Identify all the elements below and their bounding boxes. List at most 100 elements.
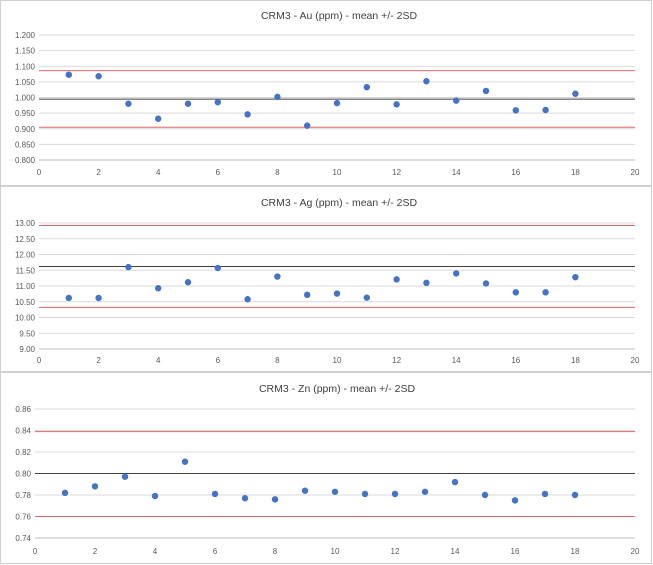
zn-chart-title: CRM3 - Zn (ppm) - mean +/- 2SD bbox=[259, 383, 415, 395]
ag-data-point bbox=[542, 289, 549, 296]
au-data-point bbox=[482, 87, 490, 95]
zn-y-tick-label: 0.76 bbox=[15, 513, 31, 522]
zn-data-point bbox=[541, 490, 549, 498]
zn-data-point bbox=[481, 491, 489, 499]
au-x-tick-label: 0 bbox=[37, 168, 42, 177]
ag-data-point bbox=[214, 264, 221, 272]
au-data-point bbox=[244, 111, 251, 118]
ag-y-tick-label: 9.50 bbox=[19, 329, 35, 338]
au-y-tick-label: 1.000 bbox=[15, 94, 36, 103]
au-x-tick-label: 8 bbox=[275, 168, 280, 177]
zn-data-point bbox=[241, 495, 249, 502]
au-data-point bbox=[572, 90, 579, 97]
zn-data-point bbox=[301, 487, 309, 494]
au-x-tick-label: 18 bbox=[571, 168, 580, 177]
ag-y-tick-label: 13.00 bbox=[15, 219, 36, 228]
ag-data-point bbox=[512, 289, 519, 296]
ag-y-tick-label: 12.00 bbox=[15, 251, 36, 260]
zn-x-tick-label: 12 bbox=[391, 547, 400, 556]
au-y-tick-label: 0.900 bbox=[15, 125, 36, 134]
ag-chart: CRM3 - Ag (ppm) - mean +/- 2SD 9.00 9.50 10… bbox=[15, 197, 640, 365]
au-x-tick-label: 10 bbox=[333, 168, 342, 177]
ag-chart-title: CRM3 - Ag (ppm) - mean +/- 2SD bbox=[261, 197, 418, 209]
ag-x-tick-label: 8 bbox=[275, 356, 280, 365]
zn-x-tick-label: 14 bbox=[451, 547, 460, 556]
au-y-tick-label: 1.200 bbox=[15, 31, 36, 40]
ag-data-point bbox=[333, 290, 341, 297]
au-data-point bbox=[304, 122, 311, 129]
au-data-point bbox=[333, 99, 341, 107]
au-y-tick-label: 0.800 bbox=[15, 156, 36, 165]
au-y-tick-label: 1.100 bbox=[15, 62, 36, 71]
zn-data-point bbox=[451, 478, 459, 486]
au-chart-panel: CRM3 - Au (ppm) - mean +/- 2SD 0.800 0.850… bbox=[0, 0, 652, 186]
ag-x-tick-label: 2 bbox=[96, 356, 101, 365]
au-x-tick-label: 12 bbox=[392, 168, 401, 177]
ag-y-tick-label: 9.00 bbox=[19, 345, 35, 354]
zn-x-tick-label: 20 bbox=[631, 547, 640, 556]
au-y-tick-label: 1.150 bbox=[15, 47, 36, 56]
zn-x-tick-label: 18 bbox=[571, 547, 580, 556]
au-chart: CRM3 - Au (ppm) - mean +/- 2SD 0.800 0.850… bbox=[15, 10, 640, 177]
zn-data-point bbox=[211, 490, 219, 498]
au-data-point bbox=[393, 101, 400, 108]
zn-data-point bbox=[151, 492, 159, 500]
zn-x-tick-label: 0 bbox=[33, 547, 38, 556]
zn-data-point bbox=[361, 490, 369, 498]
zn-x-tick-label: 10 bbox=[331, 547, 340, 556]
au-data-point bbox=[184, 100, 192, 107]
ag-x-tick-label: 6 bbox=[216, 356, 221, 365]
au-data-point bbox=[423, 78, 430, 85]
zn-chart-panel: CRM3 - Zn (ppm) - mean +/- 2SD 0.74 0.76 0.… bbox=[0, 372, 652, 564]
au-data-point bbox=[95, 73, 102, 80]
au-x-tick-label: 6 bbox=[216, 168, 221, 177]
ag-x-tick-label: 10 bbox=[333, 356, 342, 365]
ag-data-point bbox=[453, 270, 460, 277]
ag-x-tick-label: 12 bbox=[392, 356, 401, 365]
ag-y-tick-label: 11.00 bbox=[16, 282, 36, 291]
zn-data-point bbox=[271, 496, 279, 503]
zn-data-point bbox=[61, 489, 69, 497]
zn-data-point bbox=[121, 473, 129, 480]
zn-y-tick-label: 0.80 bbox=[15, 470, 31, 479]
ag-x-tick-label: 16 bbox=[511, 356, 520, 365]
zn-y-tick-label: 0.84 bbox=[15, 427, 31, 436]
au-x-tick-label: 4 bbox=[156, 168, 161, 177]
zn-y-tick-label: 0.86 bbox=[15, 405, 31, 414]
ag-y-tick-label: 10.50 bbox=[15, 298, 36, 307]
zn-x-tick-label: 8 bbox=[273, 547, 278, 556]
ag-data-point bbox=[65, 294, 73, 302]
au-data-point bbox=[125, 100, 132, 107]
zn-y-tick-label: 0.82 bbox=[15, 448, 31, 457]
ag-data-point bbox=[125, 263, 132, 271]
zn-data-point bbox=[91, 483, 99, 490]
au-data-point bbox=[274, 93, 281, 101]
au-x-tick-label: 16 bbox=[511, 168, 520, 177]
ag-data-point bbox=[363, 294, 370, 301]
ag-data-point bbox=[95, 294, 102, 302]
ag-data-point bbox=[304, 291, 311, 299]
ag-data-point bbox=[572, 273, 579, 281]
zn-y-tick-label: 0.78 bbox=[15, 491, 31, 500]
ag-data-point bbox=[274, 273, 281, 280]
ag-x-tick-label: 14 bbox=[452, 356, 461, 365]
au-data-point bbox=[65, 71, 73, 78]
zn-data-point bbox=[421, 488, 429, 495]
au-y-tick-label: 1.050 bbox=[15, 78, 36, 87]
zn-data-point bbox=[391, 490, 399, 498]
ag-x-tick-label: 0 bbox=[37, 356, 42, 365]
zn-x-tick-label: 16 bbox=[511, 547, 520, 556]
ag-x-tick-label: 20 bbox=[631, 356, 640, 365]
au-chart-title: CRM3 - Au (ppm) - mean +/- 2SD bbox=[261, 10, 418, 22]
au-data-point bbox=[512, 107, 519, 114]
ag-y-tick-label: 11.50 bbox=[16, 266, 36, 275]
zn-y-tick-label: 0.74 bbox=[15, 534, 31, 543]
zn-data-point bbox=[181, 458, 189, 465]
ag-x-tick-label: 4 bbox=[156, 356, 161, 365]
zn-data-point bbox=[331, 488, 339, 495]
au-data-point bbox=[214, 98, 221, 106]
ag-x-tick-label: 18 bbox=[571, 356, 580, 365]
ag-chart-panel: CRM3 - Ag (ppm) - mean +/- 2SD 9.00 9.50 10… bbox=[0, 186, 652, 372]
au-data-point bbox=[363, 83, 370, 91]
